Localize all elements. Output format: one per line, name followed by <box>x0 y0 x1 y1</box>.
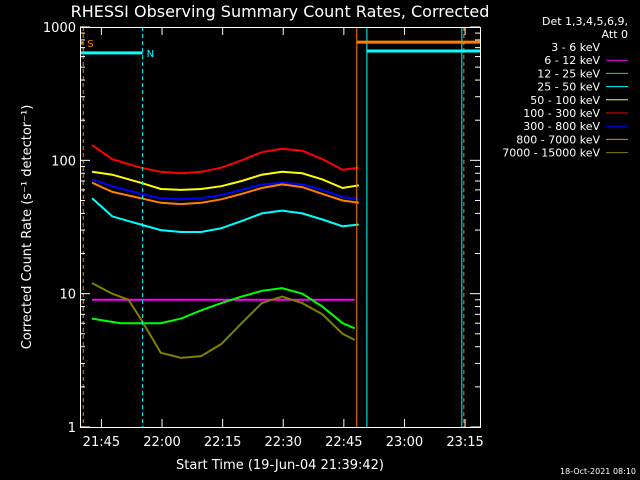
flag-label-0: S <box>87 39 93 50</box>
legend-header-line1: Det 1,3,4,5,6,9, <box>542 15 628 28</box>
chart-title: RHESSI Observing Summary Count Rates, Co… <box>71 2 490 21</box>
y-axis-label: Corrected Count Rate (s⁻¹ detector⁻¹) <box>20 105 35 350</box>
series-line-0 <box>140 358 360 418</box>
marker-layer <box>82 27 465 427</box>
series-line-6 <box>91 178 359 201</box>
legend-label-4: 50 - 100 keV <box>530 94 600 107</box>
legend-label-5: 100 - 300 keV <box>523 107 600 120</box>
x-tick-label-6: 23:15 <box>446 435 483 450</box>
legend-label-0: 3 - 6 keV <box>551 41 600 54</box>
x-tick-label-4: 22:45 <box>325 435 362 450</box>
footer-timestamp: 18-Oct-2021 08:10 <box>560 467 636 476</box>
legend-label-7: 800 - 7000 keV <box>516 133 600 146</box>
x-axis-label: Start Time (19-Jun-04 21:39:42) <box>176 458 384 473</box>
y-tick-label-2: 100 <box>51 154 76 169</box>
x-axis: 21:45 22:00 22:15 22:30 22:45 23:00 23:15 <box>83 27 484 450</box>
flag-layer: SN <box>80 39 480 60</box>
x-tick-label-1: 22:00 <box>143 435 180 450</box>
legend-label-3: 25 - 50 keV <box>537 81 600 94</box>
series-layer <box>91 144 360 418</box>
x-tick-label-5: 23:00 <box>386 435 423 450</box>
x-tick-label-2: 22:15 <box>204 435 241 450</box>
series-line-8 <box>91 282 356 359</box>
legend-label-2: 12 - 25 keV <box>537 67 600 80</box>
y-tick-label-1: 10 <box>59 288 76 303</box>
series-line-3 <box>91 197 359 233</box>
x-tick-label-3: 22:30 <box>264 435 301 450</box>
y-tick-label-3: 1000 <box>43 21 76 36</box>
series-line-7 <box>91 181 359 206</box>
legend-label-8: 7000 - 15000 keV <box>502 147 600 160</box>
legend-header-line2: Att 0 <box>602 28 628 41</box>
legend-label-1: 6 - 12 keV <box>544 54 600 67</box>
flag-label-1: N <box>147 49 154 60</box>
y-axis: 1 10 100 1000 <box>43 21 480 436</box>
plot-frame <box>80 27 481 428</box>
series-line-4 <box>91 170 359 191</box>
y-tick-label-0: 1 <box>68 421 76 436</box>
x-tick-label-0: 21:45 <box>83 435 120 450</box>
series-line-5 <box>91 144 359 175</box>
legend-label-6: 300 - 800 keV <box>523 120 600 133</box>
